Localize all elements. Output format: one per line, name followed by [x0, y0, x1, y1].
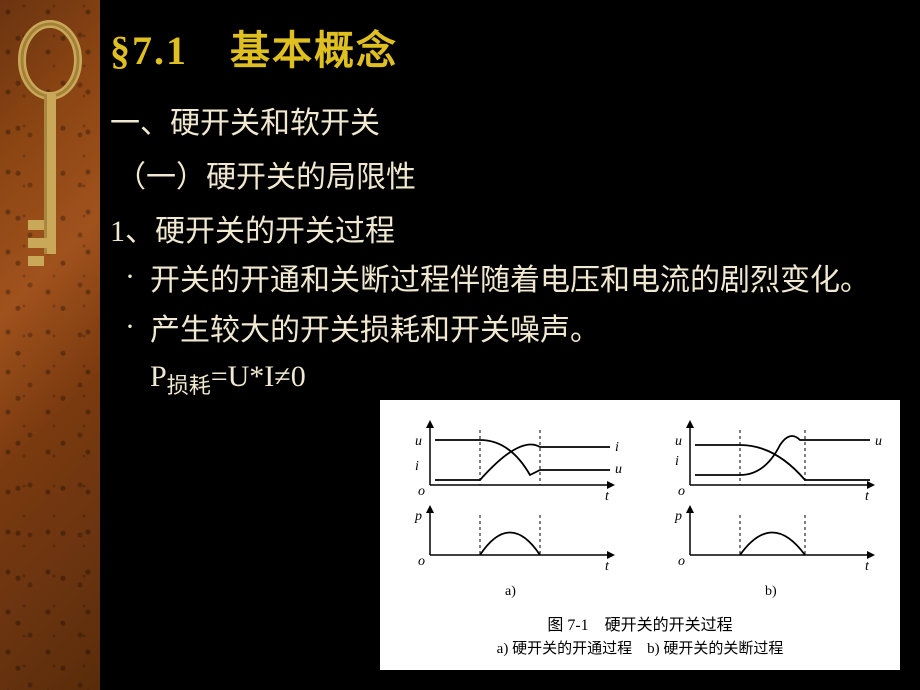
formula: P损耗=U*I≠0	[150, 360, 910, 400]
diagram-b: u i o u t p o t b)	[674, 420, 882, 599]
figure-caption-title: 图 7-1 硬开关的开关过程	[547, 616, 732, 634]
label-o2: o	[418, 554, 425, 569]
label-b: b)	[765, 584, 777, 599]
label-i: i	[415, 459, 419, 474]
bullet-marker: ·	[110, 310, 150, 344]
svg-text:t: t	[865, 559, 870, 574]
label-a: a)	[505, 584, 516, 599]
bullet-row-1: · 开关的开通和关断过程伴随着电压和电流的剧烈变化。	[110, 260, 910, 302]
formula-rest: =U*I≠0	[211, 360, 306, 393]
svg-text:o: o	[678, 484, 685, 499]
bullet-text-1: 开关的开通和关断过程伴随着电压和电流的剧烈变化。	[150, 260, 870, 302]
label-u2: u	[615, 462, 622, 477]
sidebar-texture	[0, 0, 100, 690]
bullet-marker: ·	[110, 260, 150, 294]
formula-sub: 损耗	[167, 373, 211, 398]
formula-p: P	[150, 360, 167, 393]
svg-text:u: u	[675, 434, 682, 449]
svg-text:u: u	[875, 434, 882, 449]
label-t: t	[605, 489, 610, 504]
heading-2: （一）硬开关的局限性	[110, 152, 910, 196]
bullet-row-2: · 产生较大的开关损耗和开关噪声。	[110, 310, 910, 352]
svg-text:t: t	[865, 489, 870, 504]
figure-caption-sub: a) 硬开关的开通过程 b) 硬开关的关断过程	[497, 640, 784, 657]
diagram-a: u i o u i t p o t a)	[414, 420, 622, 599]
label-u: u	[415, 434, 422, 449]
heading-3: 1、硬开关的开关过程	[110, 206, 910, 250]
bullet-text-2: 产生较大的开关损耗和开关噪声。	[150, 310, 600, 352]
key-icon	[18, 20, 82, 300]
slide-title: §7.1 基本概念	[110, 18, 910, 76]
label-t2: t	[605, 559, 610, 574]
label-i2: i	[615, 440, 619, 455]
svg-text:p: p	[674, 509, 682, 524]
svg-text:o: o	[678, 554, 685, 569]
label-p: p	[414, 509, 422, 524]
svg-text:i: i	[675, 454, 679, 469]
diagram-figure: u i o u i t p o t a)	[380, 400, 900, 670]
heading-1: 一、硬开关和软开关	[110, 98, 910, 142]
label-o: o	[418, 484, 425, 499]
slide-content: §7.1 基本概念 一、硬开关和软开关 （一）硬开关的局限性 1、硬开关的开关过…	[110, 18, 910, 400]
